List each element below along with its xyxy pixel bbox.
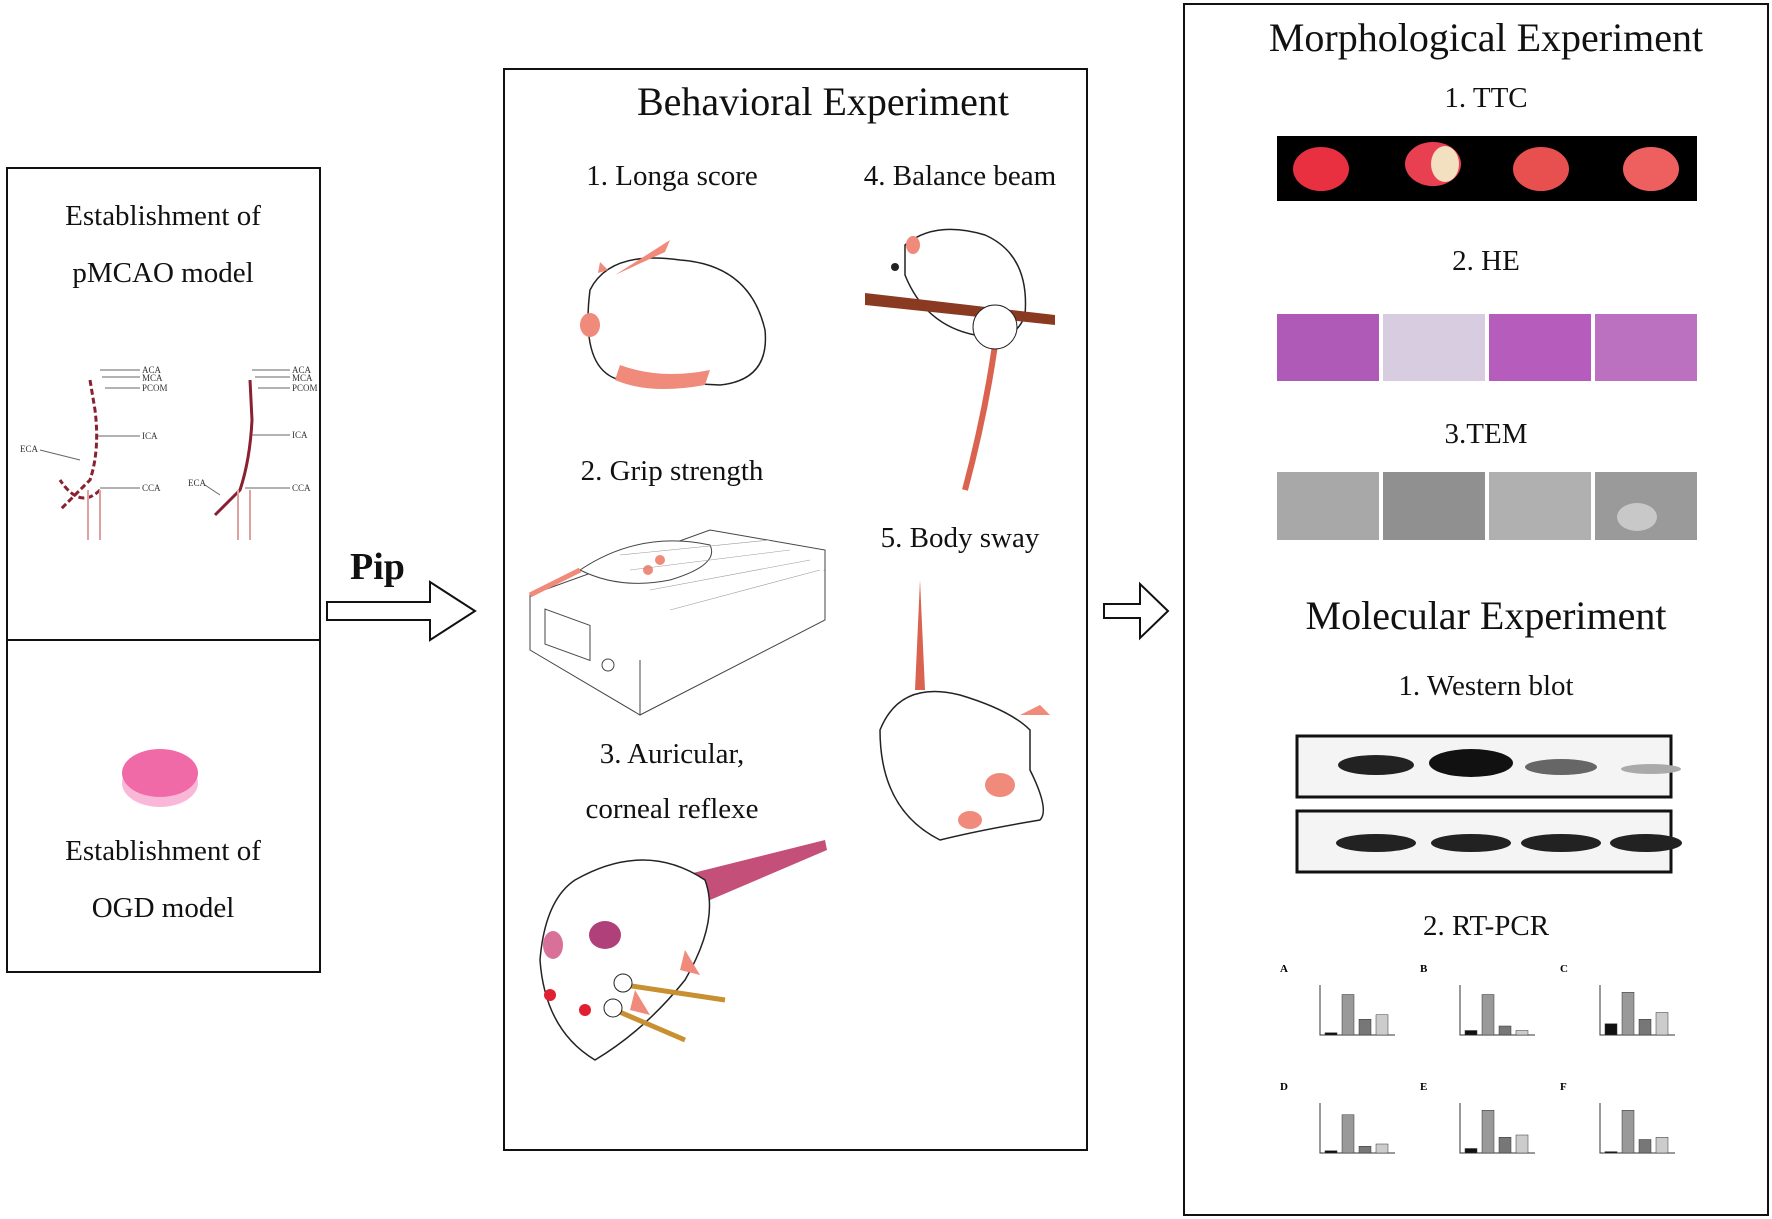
arrow-label: Pip <box>350 546 405 588</box>
rt-pcr-label: 2. RT-PCR <box>1422 910 1550 942</box>
rt-pcr-charts: A B C D E F <box>1280 963 1675 1154</box>
behavioral-panel <box>503 68 1088 1151</box>
bar <box>1498 1025 1512 1036</box>
axis <box>1459 985 1535 1036</box>
artery-label: PCOM <box>142 383 168 393</box>
behavioral-title: Behavioral Experiment <box>636 79 1010 124</box>
right-arrow-icon <box>1103 581 1170 641</box>
bar <box>1515 1030 1529 1036</box>
bar <box>1638 1139 1652 1154</box>
panel-label: A <box>1280 963 1288 975</box>
balance-beam-rat-illustration <box>865 228 1055 491</box>
bar <box>1375 1014 1389 1036</box>
bar <box>1638 1019 1652 1036</box>
panel-label: C <box>1560 963 1568 975</box>
bar <box>1655 1137 1669 1154</box>
bar <box>1621 1110 1635 1154</box>
body-sway-label: 5. Body sway <box>880 522 1040 554</box>
panel-label: D <box>1280 1081 1288 1093</box>
model-panel <box>6 167 321 973</box>
bar <box>1515 1134 1529 1154</box>
western-blot-image <box>1295 734 1682 874</box>
longa-score-label: 1. Longa score <box>586 160 758 192</box>
ttc-brain-slices-image <box>1277 136 1697 201</box>
experiments-panel <box>1183 3 1769 1216</box>
body-sway-rat-illustration <box>879 580 1050 841</box>
artery-diagram: ACA MCA PCOM ICA CCA ECA ACA MCA PCOM IC… <box>20 365 318 540</box>
auricular-label: 3. Auricular, <box>599 738 745 770</box>
reflex-rat-illustration <box>539 840 827 1061</box>
molecular-title: Molecular Experiment <box>1305 593 1667 638</box>
ogd-title-1: Establishment of <box>65 835 261 867</box>
grip-strength-label: 2. Grip strength <box>580 455 764 487</box>
artery-label: PCOM <box>292 383 318 393</box>
bar <box>1621 992 1635 1036</box>
artery-label: CCA <box>292 483 311 493</box>
panel-label: B <box>1420 963 1428 975</box>
bar <box>1464 1148 1478 1154</box>
artery-label: CCA <box>142 483 161 493</box>
bar <box>1324 1150 1338 1154</box>
artery-label: ICA <box>142 431 158 441</box>
ttc-label: 1. TTC <box>1444 82 1528 114</box>
bar <box>1375 1143 1389 1154</box>
balance-beam-label: 4. Balance beam <box>863 160 1057 192</box>
western-blot-label: 1. Western blot <box>1398 670 1574 702</box>
divider <box>8 639 319 641</box>
panel-label: F <box>1560 1081 1567 1093</box>
bar <box>1464 1030 1478 1036</box>
bar <box>1358 1146 1372 1154</box>
panel-label: E <box>1420 1081 1427 1093</box>
bar <box>1358 1019 1372 1036</box>
bar <box>1481 1110 1495 1154</box>
pmcao-title-1: Establishment of <box>65 200 261 232</box>
bar <box>1604 1151 1618 1154</box>
tem-images <box>1277 472 1697 540</box>
he-stain-images <box>1277 314 1697 381</box>
artery-label: ACA <box>292 365 312 375</box>
bar <box>1324 1032 1338 1036</box>
morphological-title: Morphological Experiment <box>1268 15 1704 60</box>
ogd-title-2: OGD model <box>91 892 235 924</box>
culture-dish-icon <box>122 749 198 807</box>
artery-label: ICA <box>292 430 308 440</box>
bar <box>1604 1023 1618 1036</box>
corneal-reflex-label: corneal reflexe <box>585 793 759 825</box>
bar <box>1498 1137 1512 1154</box>
right-arrow-icon <box>326 580 477 642</box>
bar <box>1341 1114 1355 1154</box>
he-label: 2. HE <box>1452 245 1520 277</box>
bar <box>1341 994 1355 1036</box>
pmcao-title-2: pMCAO model <box>72 257 254 289</box>
curled-rat-illustration <box>580 240 767 389</box>
artery-label: ACA <box>142 365 162 375</box>
artery-label: MCA <box>292 373 313 383</box>
artery-label: ECA <box>188 478 207 488</box>
artery-label: ECA <box>20 444 39 454</box>
grip-strength-device-illustration <box>528 529 826 716</box>
bar <box>1655 1012 1669 1036</box>
artery-label: MCA <box>142 373 163 383</box>
tem-label: 3.TEM <box>1444 418 1528 450</box>
bar <box>1481 994 1495 1036</box>
